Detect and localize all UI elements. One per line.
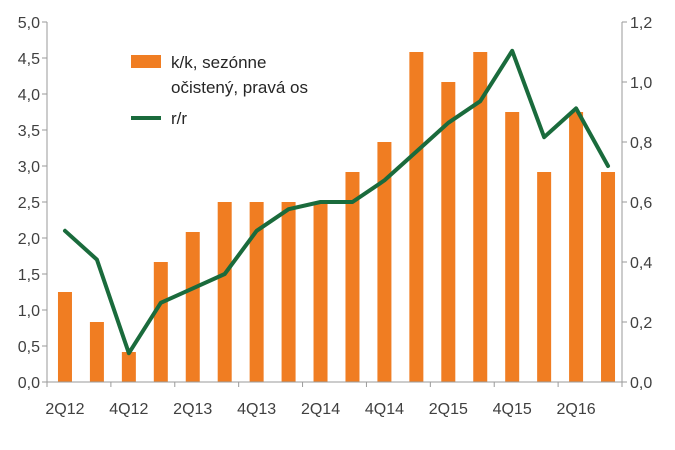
left-y-ticks: 0,0 0,5 1,0 1,5 2,0 2,5 3,0 3,5 4,0 4,5 5,0 <box>18 15 47 392</box>
x-tick-label: 4Q14 <box>365 401 404 418</box>
bar-2Q14 <box>313 202 328 382</box>
line-series-rr <box>62 48 611 356</box>
left-tick-label: 2,5 <box>18 195 40 212</box>
left-tick-label: 4,5 <box>18 51 40 68</box>
left-tick-label: 4,0 <box>18 87 40 104</box>
right-tick-label: 0,0 <box>630 375 652 392</box>
bar-1Q13 <box>153 262 168 382</box>
bar-1Q14 <box>281 202 296 382</box>
right-tick-label: 0,6 <box>630 195 652 212</box>
right-tick-label: 0,8 <box>630 135 652 152</box>
bar-3Q14 <box>345 172 360 382</box>
bar-1Q16 <box>537 172 552 382</box>
x-tick-label: 2Q16 <box>557 401 596 418</box>
legend-line-label: r/r <box>171 109 187 128</box>
bar-4Q14 <box>377 142 392 382</box>
right-tick-label: 0,4 <box>630 255 652 272</box>
legend: k/k, sezónne očistený, pravá os r/r <box>131 53 308 128</box>
bar-3Q12 <box>89 322 104 382</box>
right-y-ticks: 0,0 0,2 0,4 0,6 0,8 1,0 1,2 <box>622 15 652 392</box>
bar-2Q12 <box>57 292 72 382</box>
left-tick-label: 2,0 <box>18 231 40 248</box>
bar-3Q13 <box>217 202 232 382</box>
bar-3Q15 <box>473 52 488 382</box>
right-tick-label: 1,0 <box>630 75 652 92</box>
left-tick-label: 0,5 <box>18 339 40 356</box>
x-tick-label: 4Q15 <box>493 401 532 418</box>
right-tick-label: 0,2 <box>630 315 652 332</box>
bar-2Q16 <box>569 112 584 382</box>
bar-4Q15 <box>505 112 520 382</box>
left-tick-label: 1,5 <box>18 267 40 284</box>
bar-1Q15 <box>409 52 424 382</box>
x-tick-label: 2Q13 <box>173 401 212 418</box>
x-tick-label: 2Q14 <box>301 401 340 418</box>
bar-4Q13 <box>249 202 264 382</box>
left-tick-label: 1,0 <box>18 303 40 320</box>
bar-2Q13 <box>185 232 200 382</box>
bar-3Q16 <box>601 172 616 382</box>
left-tick-label: 3,5 <box>18 123 40 140</box>
x-tick-label: 4Q13 <box>237 401 276 418</box>
x-tick-label: 4Q12 <box>109 401 148 418</box>
left-tick-label: 0,0 <box>18 375 40 392</box>
legend-bar-label-line2: očistený, pravá os <box>171 78 308 97</box>
left-tick-label: 5,0 <box>18 15 40 32</box>
bar-series <box>57 52 616 382</box>
x-tick-label: 2Q12 <box>45 401 84 418</box>
line-series-group <box>62 48 611 356</box>
x-ticks: 2Q12 4Q12 2Q13 4Q13 2Q14 4Q14 2Q15 4Q15 2Q16 <box>45 382 623 418</box>
left-tick-label: 3,0 <box>18 159 40 176</box>
bar-4Q12 <box>121 352 136 382</box>
legend-bar-label-line1: k/k, sezónne <box>171 53 266 72</box>
bar-2Q15 <box>441 82 456 382</box>
legend-bar-swatch <box>131 55 161 68</box>
x-tick-label: 2Q15 <box>429 401 468 418</box>
right-tick-label: 1,2 <box>630 15 652 32</box>
